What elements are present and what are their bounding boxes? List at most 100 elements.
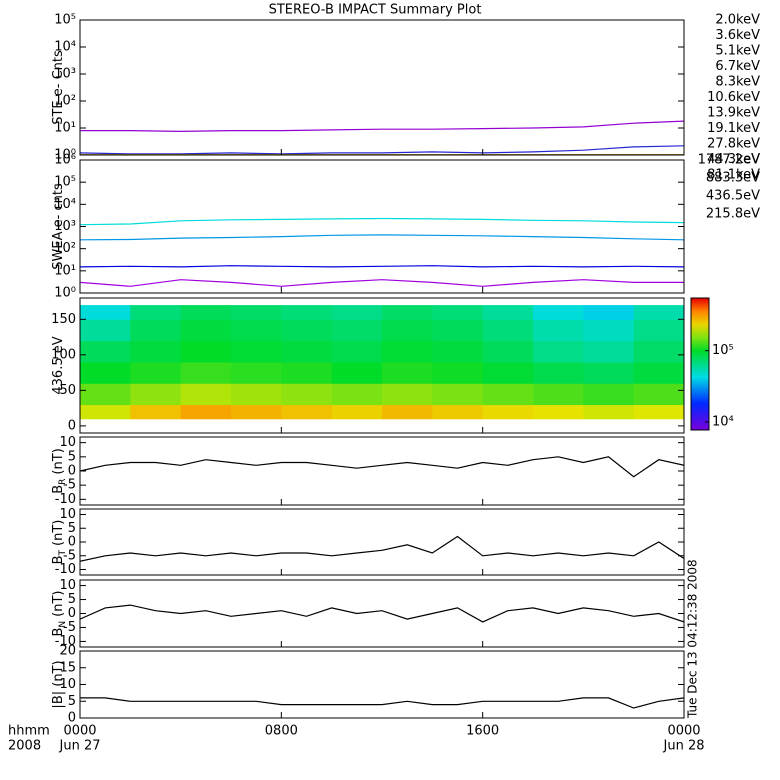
series-line xyxy=(80,697,684,709)
heatmap-cell xyxy=(633,305,684,320)
plot-area xyxy=(80,120,684,155)
heatmap-cell xyxy=(432,383,484,406)
series-line xyxy=(80,120,684,133)
y-label-unit: (nT) xyxy=(51,591,66,617)
legend-entry: 883.3eV xyxy=(706,171,760,186)
heatmap-cell xyxy=(432,340,484,363)
heatmap-cell xyxy=(432,319,484,342)
y-tick-label: -5 xyxy=(63,548,76,563)
heatmap-cell xyxy=(533,383,584,406)
y-tick-label: 10⁴ xyxy=(54,40,76,55)
y-tick-label: -5 xyxy=(63,478,76,493)
legend-entry: 13.9keV xyxy=(707,106,760,121)
y-tick-label: 10² xyxy=(54,241,76,256)
y-tick-label: 10¹ xyxy=(54,263,76,278)
series-line xyxy=(80,265,684,268)
panel-frame xyxy=(79,579,685,648)
legend-entry: 2.0keV xyxy=(715,13,760,28)
heatmap-cell xyxy=(482,319,534,342)
heatmap-cell xyxy=(533,404,584,420)
heatmap-cell xyxy=(180,340,232,363)
heatmap-cell xyxy=(231,383,282,406)
plot-area xyxy=(80,604,684,623)
y-tick-label: 10 xyxy=(59,677,76,692)
heatmap-cell xyxy=(281,361,333,384)
colorbar xyxy=(690,297,710,431)
y-tick-label: 10⁵ xyxy=(54,175,76,190)
heatmap-cell xyxy=(231,305,282,320)
heatmap-cell xyxy=(633,361,684,384)
y-tick-label: 50 xyxy=(59,383,76,398)
heatmap-cell xyxy=(382,305,433,320)
legend-entry: 10.6keV xyxy=(707,90,760,105)
heatmap-cell xyxy=(281,404,333,420)
heatmap-cell xyxy=(633,340,684,363)
year-label: 2008 xyxy=(8,739,41,754)
heatmap-cell xyxy=(533,340,584,363)
y-axis-label: |B| (nT) xyxy=(51,660,66,708)
y-tick-label: -10 xyxy=(55,492,76,507)
legend-entry: 436.5eV xyxy=(706,189,760,204)
x-tick-label: 0000 xyxy=(667,724,700,739)
panel-frame xyxy=(79,436,685,506)
y-tick-label: 0 xyxy=(68,418,76,433)
y-tick-label: 10⁶ xyxy=(54,153,76,168)
plot-title: STEREO-B IMPACT Summary Plot xyxy=(269,3,482,18)
legend-entry: 81.1keV xyxy=(707,168,760,183)
heatmap-cell xyxy=(482,383,534,406)
heatmap-cell xyxy=(633,383,684,406)
heatmap-cell xyxy=(180,361,232,384)
x-date-label: Jun 28 xyxy=(663,739,705,754)
y-tick-label: 10³ xyxy=(54,67,76,82)
y-axis-label: BN (nT) xyxy=(51,591,68,637)
panel-frame xyxy=(79,297,685,434)
y-tick-label: 10⁰ xyxy=(54,148,76,163)
y-tick-label: 150 xyxy=(51,312,76,327)
heatmap-cell xyxy=(583,361,635,384)
heatmap-cell xyxy=(281,319,333,342)
y-label-sub: N xyxy=(58,621,68,628)
heatmap-cell xyxy=(130,319,182,342)
legend-entry: 1787.2eV xyxy=(698,153,760,168)
heatmap-cell xyxy=(633,404,684,420)
heatmap-cell xyxy=(331,305,383,320)
legend-entry: 3.6keV xyxy=(715,28,760,43)
colorbar-tick-label: 10⁴ xyxy=(712,414,734,429)
y-axis-label: STE e- Cnts xyxy=(51,50,66,125)
plot-area xyxy=(80,305,684,420)
plot-area xyxy=(80,697,684,709)
y-label-main: 436.5 eV xyxy=(51,336,66,394)
y-tick-label: 10⁰ xyxy=(54,286,76,301)
heatmap-cell xyxy=(432,305,484,320)
colorbar-tick-label: 10⁵ xyxy=(712,343,734,358)
y-tick-label: 0 xyxy=(68,535,76,550)
legend-entry: 6.7keV xyxy=(715,59,760,74)
heatmap-cell xyxy=(583,305,635,320)
y-tick-label: 0 xyxy=(68,606,76,621)
heatmap-cell xyxy=(231,340,282,363)
heatmap-cell xyxy=(130,340,182,363)
legend-entry: 5.1keV xyxy=(715,44,760,59)
heatmap-cell xyxy=(583,319,635,342)
y-label-sub: T xyxy=(58,549,68,556)
heatmap-cell xyxy=(583,340,635,363)
y-tick-label: 15 xyxy=(59,660,76,675)
y-tick-label: -5 xyxy=(63,620,76,635)
y-label-main: B xyxy=(51,485,66,494)
y-tick-label: 20 xyxy=(59,644,76,659)
heatmap-cell xyxy=(331,404,383,420)
series-line xyxy=(80,234,684,241)
heatmap-cell xyxy=(180,305,232,320)
heatmap-cell xyxy=(432,404,484,420)
y-tick-label: 5 xyxy=(68,521,76,536)
heatmap-cell xyxy=(583,404,635,420)
legend-entry: 27.8keV xyxy=(707,137,760,152)
x-date-label: Jun 27 xyxy=(59,739,101,754)
y-axis-label: BT (nT) xyxy=(51,520,68,565)
heatmap-cell xyxy=(130,305,182,320)
heatmap-cell xyxy=(80,305,131,320)
panel-frame xyxy=(79,508,685,576)
legend-entry: 44.3keV xyxy=(707,152,760,167)
y-tick-label: 10³ xyxy=(54,219,76,234)
